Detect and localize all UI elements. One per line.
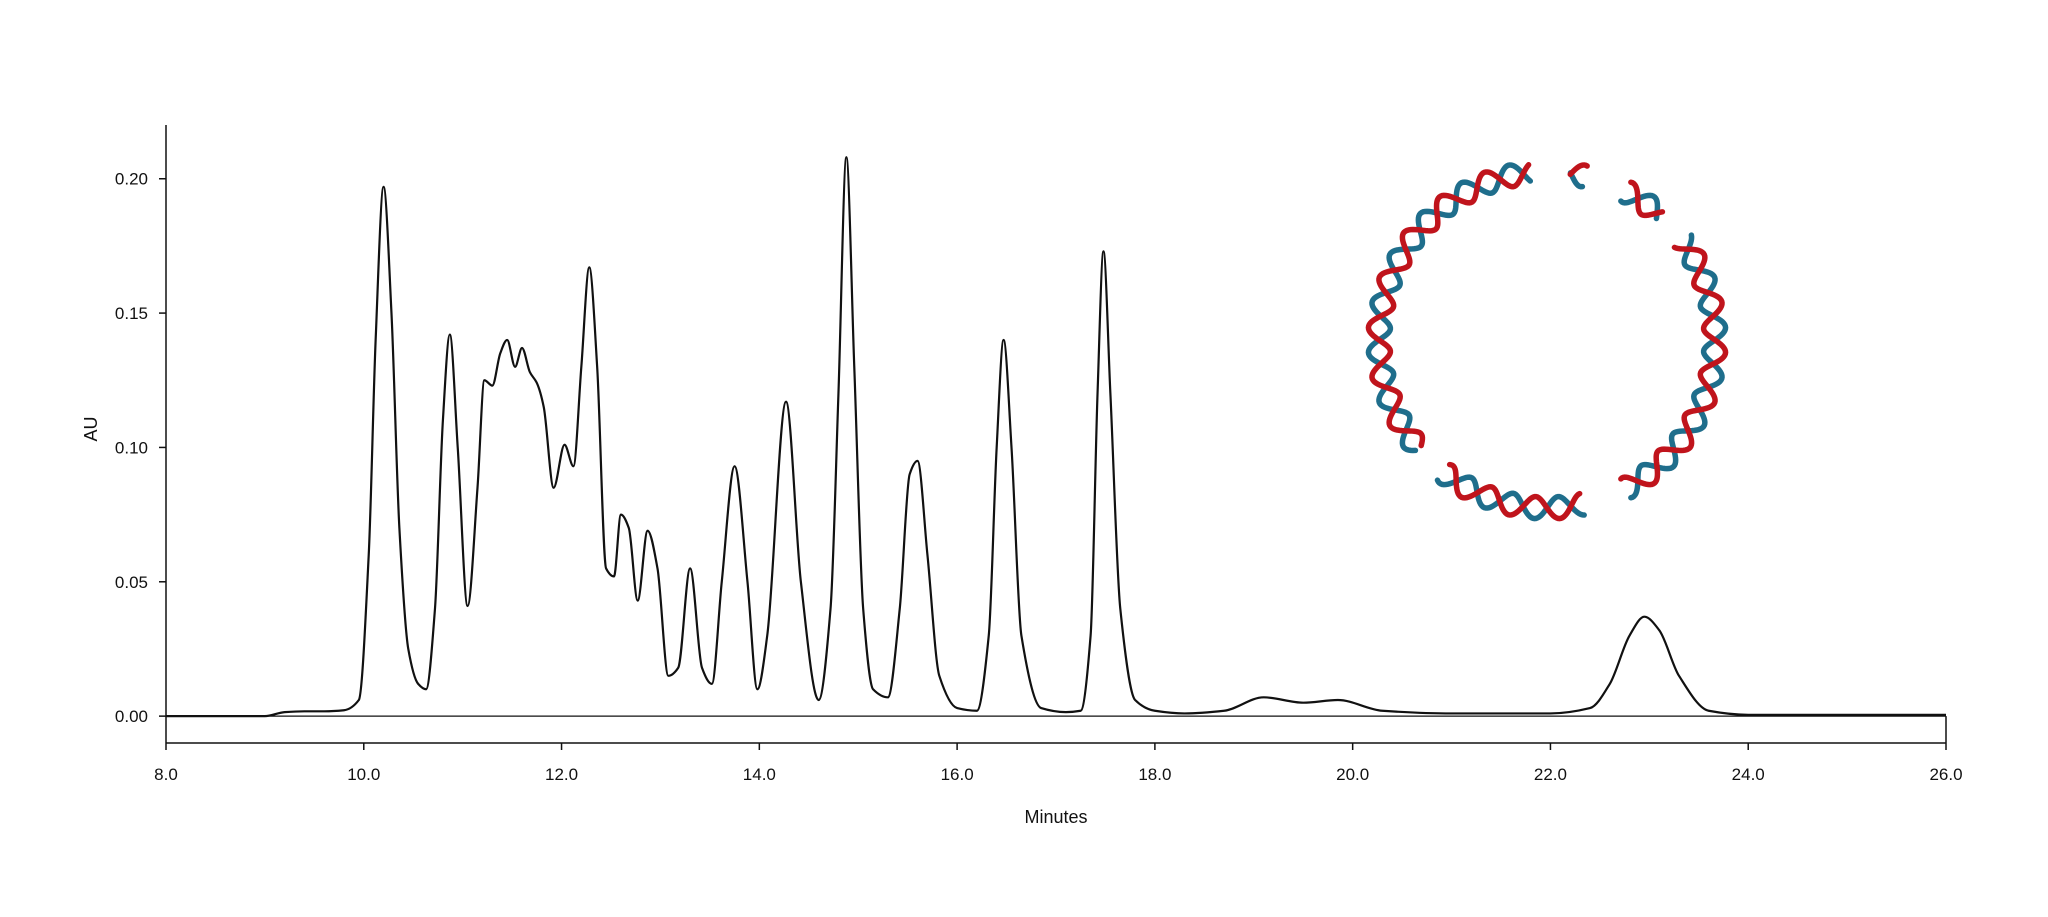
dna-strand-red xyxy=(1567,162,1590,178)
x-axis-title: Minutes xyxy=(1024,807,1087,827)
dna-strand-blue xyxy=(1567,170,1586,190)
dna-strand-blue xyxy=(1628,232,1729,501)
dna-strand-red xyxy=(1446,461,1583,522)
axes xyxy=(165,125,1947,744)
dna-strand-blue xyxy=(1434,474,1587,522)
y-axis-title: AU xyxy=(81,416,101,441)
y-tick-label: 0.10 xyxy=(115,438,148,457)
x-tick-label: 20.0 xyxy=(1336,765,1369,784)
x-tick-label: 26.0 xyxy=(1929,765,1962,784)
x-tick-label: 24.0 xyxy=(1732,765,1765,784)
y-tick-label: 0.20 xyxy=(115,170,148,189)
y-tick-label: 0.05 xyxy=(115,573,148,592)
circular-dna-plasmid-icon xyxy=(1365,162,1729,522)
dna-strand-red xyxy=(1628,179,1666,219)
x-tick-label: 16.0 xyxy=(941,765,974,784)
y-tick-label: 0.00 xyxy=(115,707,148,726)
dna-strand-red xyxy=(1365,162,1532,449)
x-tick-label: 14.0 xyxy=(743,765,776,784)
dna-strand-blue xyxy=(1365,162,1534,454)
chromatogram-trace xyxy=(166,156,1946,718)
x-tick-label: 8.0 xyxy=(154,765,178,784)
y-ticks: 0.00 0.05 0.10 0.15 0.20 xyxy=(115,170,166,726)
dna-strand-blue xyxy=(1618,192,1661,222)
x-ticks: 8.0 10.0 12.0 14.0 16.0 18.0 20.0 22.0 24.0 26.0 xyxy=(154,743,1963,784)
dna-strand-red xyxy=(1618,244,1729,488)
x-tick-label: 10.0 xyxy=(347,765,380,784)
y-tick-label: 0.15 xyxy=(115,304,148,323)
x-tick-label: 18.0 xyxy=(1138,765,1171,784)
x-tick-label: 12.0 xyxy=(545,765,578,784)
x-tick-label: 22.0 xyxy=(1534,765,1567,784)
